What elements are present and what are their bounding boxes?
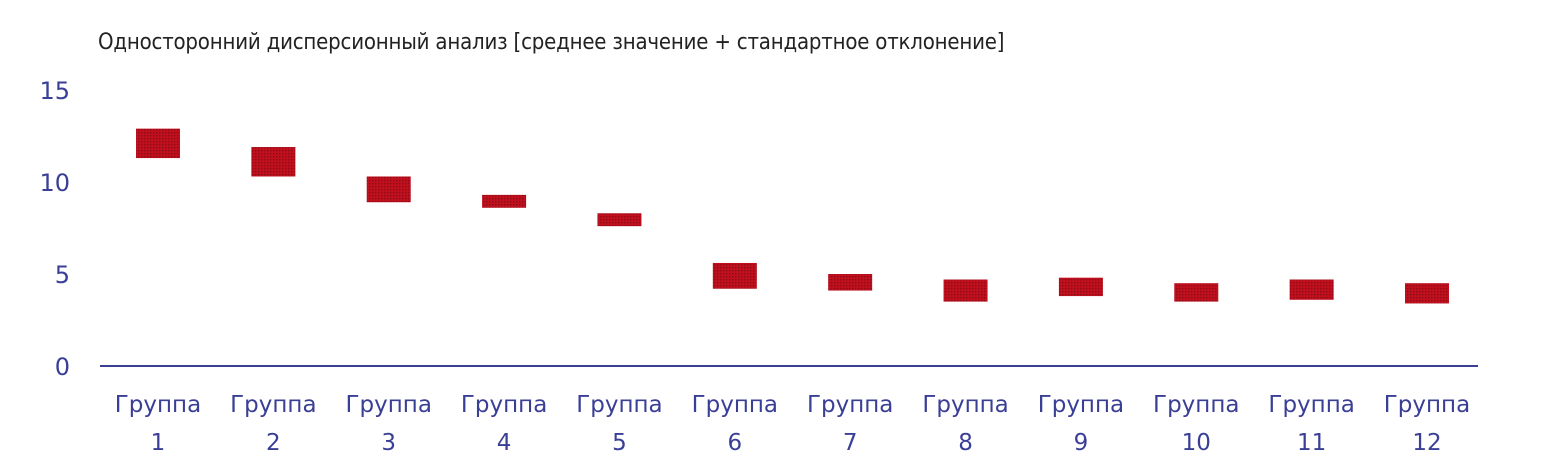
x-tick-label-word: Группа: [922, 392, 1008, 418]
x-tick-label-word: Группа: [692, 392, 778, 418]
bar-group-5: [597, 213, 642, 227]
x-tick-label: Группа 9: [1038, 392, 1124, 456]
bar-group-6: [712, 262, 757, 289]
x-tick-label-number: 8: [958, 430, 973, 456]
x-tick-label: Группа 1: [115, 392, 201, 456]
y-tick-label: 0: [55, 353, 70, 381]
bar-group-12: [1405, 283, 1449, 304]
x-tick-label-word: Группа: [346, 392, 432, 418]
x-tick-label-word: Группа: [1038, 392, 1124, 418]
bar-group-4: [482, 194, 527, 208]
bar-group-3: [366, 176, 411, 203]
x-tick-label: Группа 5: [576, 392, 662, 456]
x-tick-label-number: 4: [497, 430, 512, 456]
y-tick-label: 10: [39, 169, 70, 197]
x-tick-label: Группа 3: [346, 392, 432, 456]
x-tick-label: Группа 10: [1153, 392, 1239, 456]
x-tick-label-word: Группа: [1268, 392, 1354, 418]
bar-group-2: [251, 147, 296, 177]
bar-group-9: [1058, 277, 1103, 297]
x-tick-label-number: 1: [151, 430, 166, 456]
x-tick-label: Группа 4: [461, 392, 547, 456]
chart-title: Односторонний дисперсионный анализ [сред…: [98, 30, 1005, 55]
y-tick-label: 15: [39, 77, 70, 105]
x-tick-label-word: Группа: [576, 392, 662, 418]
x-tick-label: Группа 6: [692, 392, 778, 456]
x-tick-label: Группа 7: [807, 392, 893, 456]
x-tick-label-number: 12: [1412, 430, 1441, 456]
x-tick-label: Группа 2: [230, 392, 316, 456]
bar-group-7: [828, 274, 873, 291]
x-tick-label-number: 2: [266, 430, 281, 456]
x-tick-label: Группа 11: [1268, 392, 1354, 456]
x-tick-label-number: 11: [1297, 430, 1326, 456]
x-tick-label-word: Группа: [115, 392, 201, 418]
x-tick-label-word: Группа: [1153, 392, 1239, 418]
x-tick-label-number: 7: [843, 430, 858, 456]
bar-group-1: [136, 128, 180, 159]
bar-group-10: [1174, 283, 1219, 302]
y-tick-label: 5: [55, 261, 70, 289]
x-tick-label-number: 6: [727, 430, 742, 456]
x-tick-label-word: Группа: [1384, 392, 1470, 418]
y-axis-ticks: 0 5 10 15: [39, 77, 70, 381]
x-tick-label-word: Группа: [807, 392, 893, 418]
x-tick-label-number: 10: [1182, 430, 1211, 456]
bar-group-11: [1289, 279, 1334, 300]
x-tick-label: Группа 12: [1384, 392, 1470, 456]
x-tick-label-word: Группа: [230, 392, 316, 418]
bar-group-8: [943, 279, 988, 302]
plot-area: [136, 128, 1449, 304]
x-tick-label: Группа 8: [922, 392, 1008, 456]
x-tick-label-word: Группа: [461, 392, 547, 418]
x-tick-label-number: 3: [381, 430, 396, 456]
x-tick-label-number: 5: [612, 430, 627, 456]
x-tick-label-number: 9: [1074, 430, 1089, 456]
